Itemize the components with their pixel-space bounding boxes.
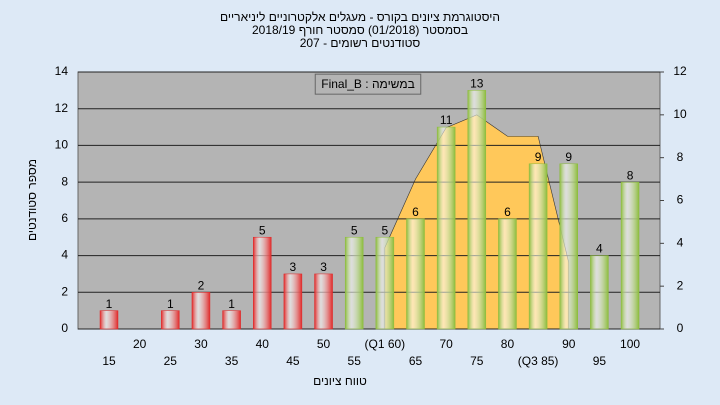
y-tick-label: 6 [61, 211, 68, 225]
chart-title: היסטוגרמת ציונים בקורס - מעגלים אלקטרוני… [220, 10, 500, 24]
x-axis-label: טווח ציונים [313, 374, 367, 388]
x-tick-label: 50 [317, 337, 331, 351]
y-tick-label: 10 [55, 138, 69, 152]
x-tick-label: 65 [409, 354, 423, 368]
bar [528, 163, 548, 330]
x-tick-label: 15 [102, 354, 116, 368]
data-label: 6 [412, 205, 419, 219]
bar [344, 236, 364, 330]
bar [99, 310, 119, 330]
bar [161, 310, 180, 330]
x-tick-label: 80 [501, 337, 515, 351]
y-tick-label: 12 [55, 101, 69, 115]
y2-tick-label: 4 [677, 236, 684, 250]
x-tick-label: 40 [256, 337, 270, 351]
x-tick-label: 70 [439, 337, 453, 351]
x-tick-label: 95 [593, 354, 607, 368]
data-label: 5 [351, 223, 358, 237]
bar [222, 310, 241, 330]
bar [406, 218, 425, 330]
x-tick-label: 25 [164, 354, 178, 368]
x-tick-label: (Q1 60) [365, 337, 406, 351]
y2-tick-label: 0 [677, 321, 684, 335]
y-tick-label: 4 [61, 248, 68, 262]
data-label: 3 [290, 260, 297, 274]
bar [559, 163, 578, 330]
y2-tick-label: 2 [677, 278, 684, 292]
data-label: 9 [565, 150, 572, 164]
y2-tick-label: 10 [673, 107, 687, 121]
chart-subtitle: בסמסטר (01/2018) סמסטר חורף 2018/19 [252, 23, 468, 37]
y-tick-label: 14 [55, 64, 69, 78]
y2-tick-label: 12 [673, 64, 687, 78]
bar [467, 90, 487, 330]
bar [283, 273, 303, 330]
bar [253, 236, 272, 330]
y-tick-label: 8 [61, 174, 68, 188]
data-label: 5 [382, 223, 389, 237]
y2-tick-label: 8 [677, 150, 684, 164]
chart-subtitle: סטודנטים רשומים - 207 [300, 36, 421, 50]
x-tick-label: 90 [562, 337, 576, 351]
data-label: 6 [504, 205, 511, 219]
bar [498, 218, 517, 330]
y2-tick-label: 6 [677, 193, 684, 207]
x-tick-label: 45 [286, 354, 300, 368]
x-tick-label: (Q3 85) [518, 354, 559, 368]
bar [191, 292, 211, 330]
bar [620, 181, 640, 330]
data-label: 11 [440, 113, 453, 127]
bar [590, 255, 609, 330]
y-axis-label: מספר סטודנטים [25, 159, 39, 241]
annotation: Final_B : במשימה [321, 77, 415, 91]
data-label: 1 [167, 297, 174, 311]
data-label: 13 [470, 77, 484, 91]
x-tick-label: 30 [194, 337, 208, 351]
y-tick-label: 0 [61, 321, 68, 335]
data-label: 3 [320, 260, 327, 274]
x-tick-label: 75 [470, 354, 484, 368]
y-tick-label: 2 [61, 284, 68, 298]
x-tick-label: 20 [133, 337, 147, 351]
data-label: 9 [535, 150, 542, 164]
bar [314, 273, 333, 330]
data-label: 5 [259, 223, 266, 237]
bar [375, 236, 395, 330]
x-tick-label: 55 [348, 354, 362, 368]
data-label: 8 [627, 168, 634, 182]
data-label: 4 [596, 242, 603, 256]
data-label: 2 [198, 278, 205, 292]
bar [436, 126, 456, 330]
x-tick-label: 35 [225, 354, 239, 368]
x-tick-label: 100 [620, 337, 640, 351]
data-label: 1 [228, 297, 235, 311]
data-label: 1 [106, 297, 113, 311]
annotation-box [314, 73, 422, 95]
